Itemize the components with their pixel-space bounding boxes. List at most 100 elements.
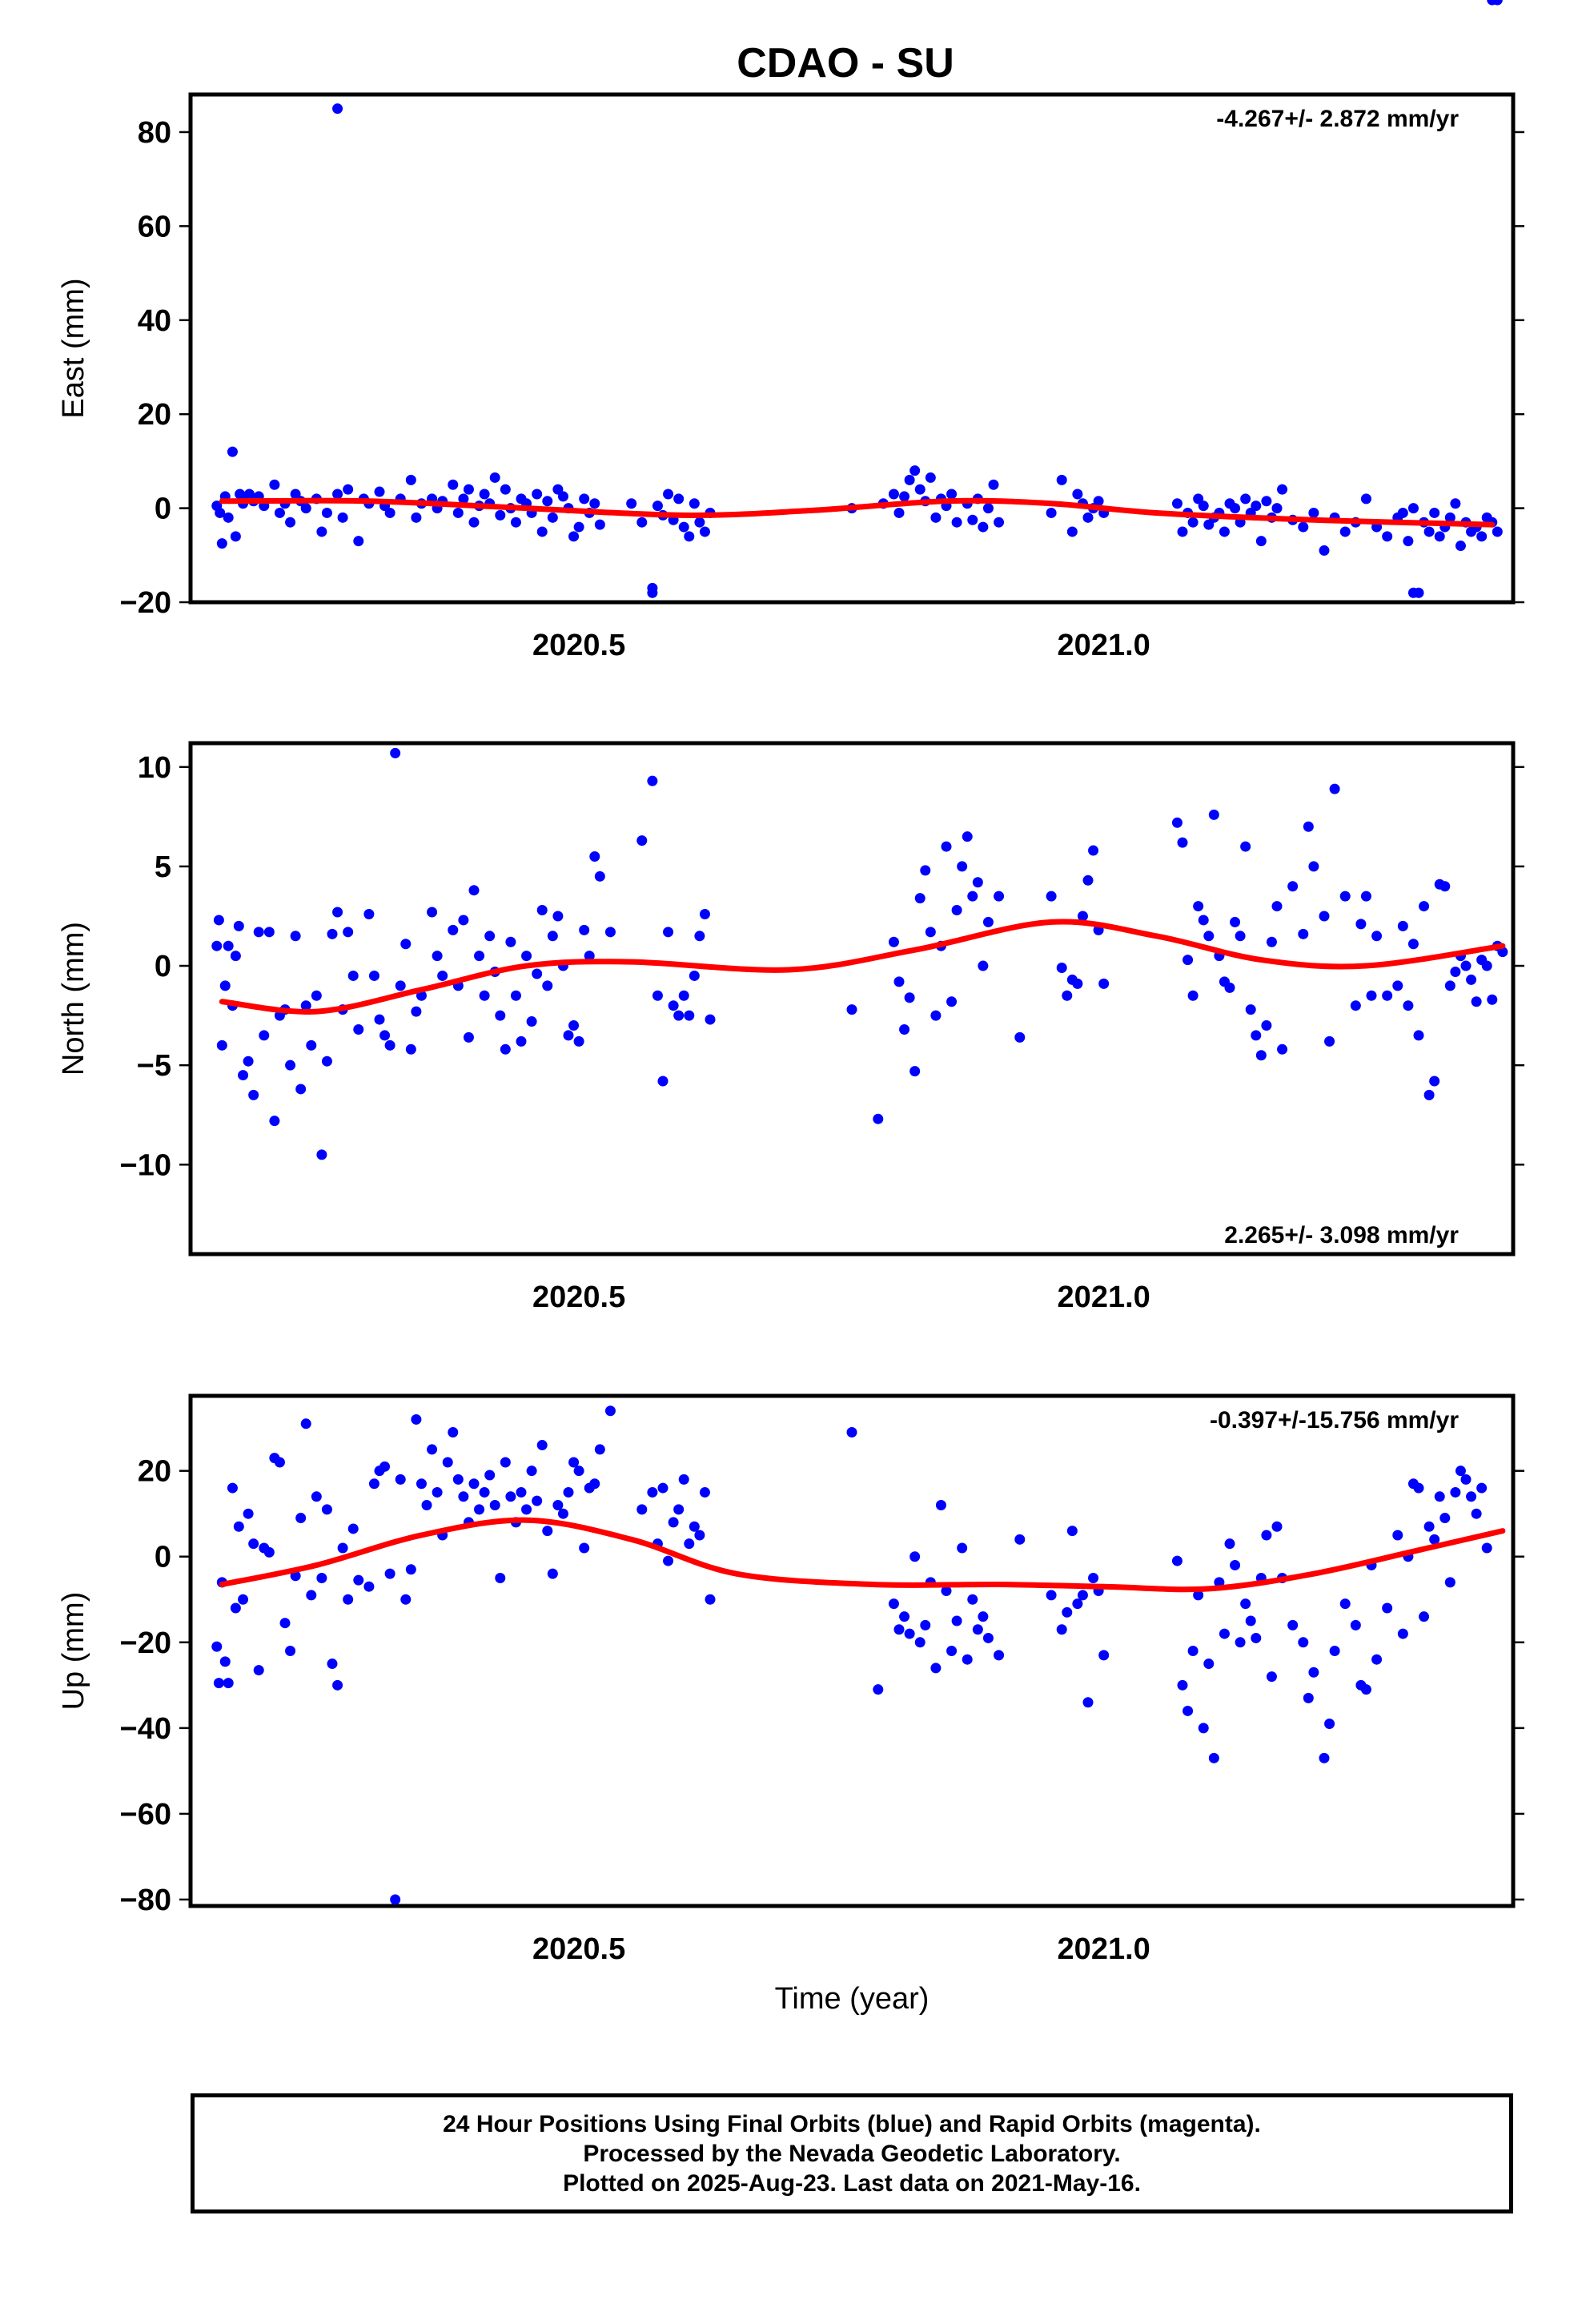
up-data-point: [279, 1618, 291, 1629]
up-data-point: [893, 1624, 905, 1635]
up-xlabel: Time (year): [775, 1982, 930, 2016]
east-data-point: [573, 521, 584, 533]
east-data-point: [1082, 512, 1094, 523]
up-data-point: [1450, 1486, 1461, 1498]
east-data-point: [227, 446, 238, 457]
east-data-point: [699, 526, 710, 537]
east-data-point: [510, 517, 521, 528]
north-data-point: [536, 905, 548, 916]
up-data-point: [489, 1500, 500, 1510]
east-data-point: [269, 479, 280, 490]
up-data-point: [1298, 1637, 1309, 1648]
up-data-point: [421, 1500, 432, 1510]
up-data-point: [967, 1594, 978, 1605]
east-data-point: [1403, 536, 1414, 547]
up-data-point: [219, 1656, 231, 1667]
up-data-point: [1240, 1598, 1251, 1610]
up-data-point: [930, 1663, 942, 1674]
up-data-point: [1251, 1632, 1262, 1643]
up-plot-frame: [188, 1393, 1516, 1908]
east-data-point: [967, 514, 978, 525]
up-data-point: [1224, 1538, 1235, 1550]
north-data-point: [563, 1030, 574, 1041]
east-data-point: [448, 479, 459, 490]
east-data-point: [557, 491, 568, 502]
north-data-point: [604, 927, 616, 938]
up-data-point: [1319, 1752, 1330, 1763]
east-data-point: [332, 489, 343, 500]
north-data-point: [967, 891, 978, 902]
north-data-point: [1423, 1089, 1435, 1100]
north-data-point: [1287, 881, 1299, 892]
north-data-point: [400, 939, 412, 950]
up-data-point: [1308, 1667, 1319, 1678]
north-ytick-label: −5: [137, 1049, 171, 1083]
up-data-point: [452, 1474, 464, 1485]
north-data-point: [295, 1084, 307, 1095]
up-data-point: [442, 1457, 453, 1468]
north-data-point: [384, 1039, 396, 1051]
east-data-point: [1198, 501, 1209, 512]
east-data-point: [1476, 531, 1488, 542]
up-data-point: [579, 1542, 590, 1554]
up-data-point: [395, 1474, 406, 1485]
north-data-point: [411, 1006, 422, 1017]
east-data-point: [1444, 512, 1456, 523]
east-data-point: [463, 484, 474, 495]
east-data-point: [909, 465, 921, 476]
east-data-point: [215, 507, 226, 518]
up-data-point: [904, 1628, 915, 1639]
north-data-point: [233, 920, 244, 931]
north-data-point: [1088, 845, 1099, 856]
north-data-point: [888, 936, 899, 947]
footer-line-orbits: 24 Hour Positions Using Final Orbits (bl…: [443, 2110, 1261, 2137]
up-data-point: [899, 1611, 910, 1622]
north-data-point: [321, 1055, 332, 1067]
north-data-point: [306, 1039, 317, 1051]
north-data-point: [1062, 990, 1073, 1001]
east-data-point: [1171, 498, 1182, 509]
north-fit-curve: [219, 919, 1506, 1015]
north-data-point: [1056, 963, 1067, 974]
up-data-point: [400, 1594, 412, 1605]
east-data-point: [647, 582, 658, 593]
north-data-point: [1277, 1043, 1288, 1055]
north-data-point: [332, 907, 343, 918]
up-data-point: [699, 1486, 710, 1498]
up-data-point: [311, 1491, 322, 1502]
north-data-point: [1235, 931, 1246, 942]
up-data-point: [495, 1573, 506, 1583]
east-data-point: [536, 526, 548, 537]
east-data-point: [1066, 526, 1078, 537]
north-data-point: [925, 927, 936, 938]
north-data-point: [230, 951, 241, 962]
north-data-point: [1224, 982, 1235, 993]
north-data-point: [668, 1000, 679, 1011]
east-data-point: [411, 512, 422, 523]
up-data-point: [1203, 1659, 1215, 1670]
up-data-point: [946, 1646, 958, 1656]
up-data-point: [448, 1427, 459, 1437]
east-data-point: [694, 517, 705, 528]
up-rate-label: -0.397+/-15.756 mm/yr: [1210, 1407, 1459, 1433]
north-data-point: [458, 915, 469, 926]
north-data-point: [1177, 837, 1188, 848]
up-data-point: [1476, 1482, 1488, 1494]
up-data-point: [689, 1521, 700, 1532]
north-data-point: [243, 1055, 254, 1067]
north-data-point: [1014, 1031, 1026, 1043]
east-data-point: [678, 521, 689, 533]
up-data-point: [1072, 1598, 1083, 1610]
north-ytick-label: 5: [155, 850, 171, 884]
up-data-point: [1077, 1590, 1088, 1601]
up-data-point: [568, 1457, 580, 1468]
up-data-point: [1419, 1611, 1430, 1622]
up-ytick-label: 20: [138, 1455, 171, 1489]
north-data-point: [982, 916, 994, 927]
east-data-point: [274, 507, 285, 518]
up-data-point: [458, 1491, 469, 1502]
north-data-point: [1439, 881, 1451, 892]
east-data-point: [673, 493, 685, 505]
north-data-point: [290, 931, 301, 942]
